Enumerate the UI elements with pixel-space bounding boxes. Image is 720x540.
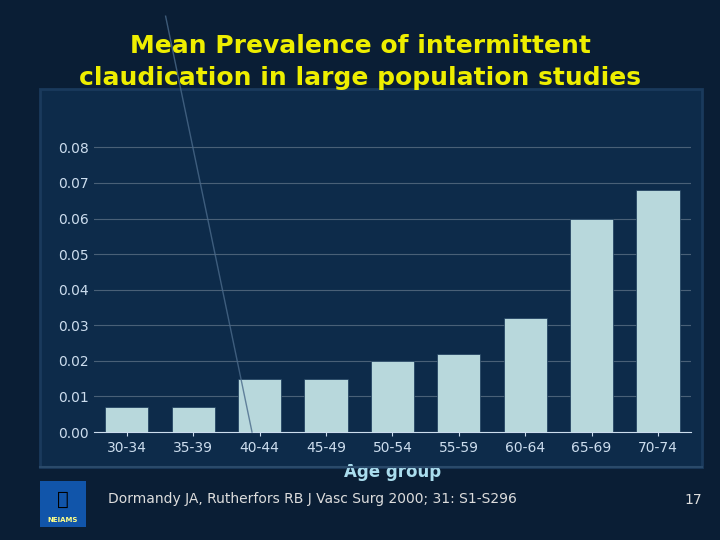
Bar	[105, 407, 148, 432]
Text: Mean Prevalence of intermittent: Mean Prevalence of intermittent	[130, 34, 590, 58]
Bar	[570, 219, 613, 432]
Bar	[636, 190, 680, 432]
Bar	[171, 407, 215, 432]
Bar	[371, 361, 414, 432]
Bar	[437, 354, 480, 432]
Text: claudication in large population studies: claudication in large population studies	[79, 66, 641, 90]
Bar	[305, 379, 348, 432]
X-axis label: Age group: Age group	[344, 463, 441, 481]
Text: 17: 17	[685, 492, 702, 507]
Text: NEIAMS: NEIAMS	[48, 517, 78, 523]
Bar	[503, 318, 546, 432]
Text: Dormandy JA, Rutherfors RB J Vasc Surg 2000; 31: S1-S296: Dormandy JA, Rutherfors RB J Vasc Surg 2…	[108, 492, 517, 507]
Bar	[238, 379, 282, 432]
Text: 🌐: 🌐	[57, 489, 69, 509]
